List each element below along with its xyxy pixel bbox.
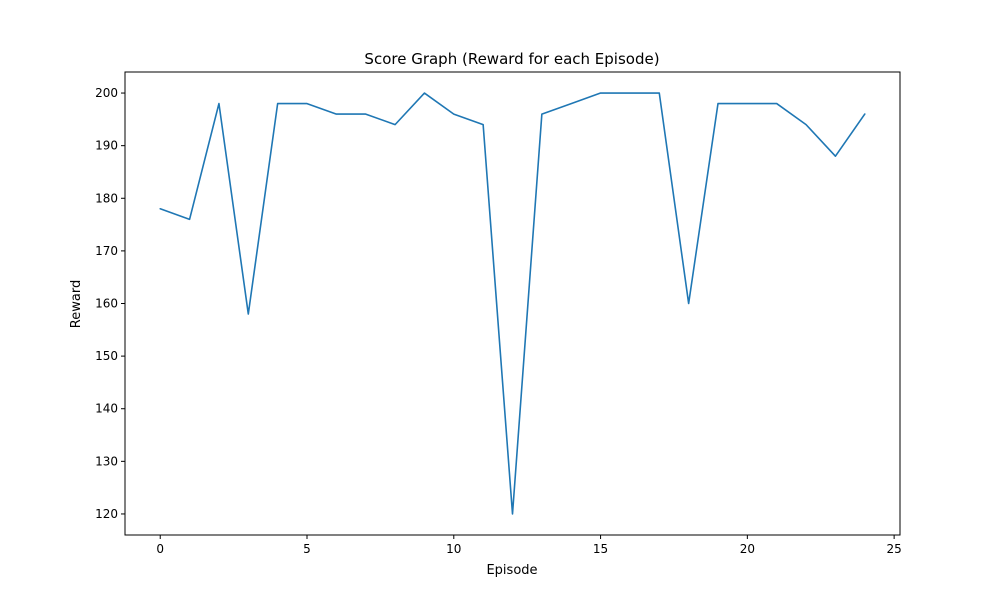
plot-frame — [124, 71, 901, 536]
x-tick-label: 20 — [740, 542, 755, 556]
y-tick-label: 190 — [95, 139, 118, 153]
x-tick-label: 0 — [156, 542, 164, 556]
series-line — [159, 92, 866, 515]
x-tick-label: 5 — [303, 542, 311, 556]
tick-group: 0 5 10 15 20 25 120 130 140 150 160 170 180 190 200 — [95, 86, 902, 556]
y-tick-label: 140 — [95, 402, 118, 416]
y-tick-label: 150 — [95, 349, 118, 363]
y-tick-label: 170 — [95, 244, 118, 258]
chart-title: Score Graph (Reward for each Episode) — [364, 50, 659, 68]
x-axis-label: Episode — [486, 563, 537, 578]
y-tick-label: 130 — [95, 454, 118, 468]
y-axis-label: Reward — [69, 280, 84, 328]
x-tick-label: 15 — [593, 542, 608, 556]
x-tick-label: 10 — [446, 542, 461, 556]
series-group — [159, 92, 866, 515]
x-tick-label: 25 — [886, 542, 901, 556]
y-tick-label: 120 — [95, 507, 118, 521]
y-tick-label: 160 — [95, 297, 118, 311]
y-tick-label: 200 — [95, 86, 118, 100]
y-tick-label: 180 — [95, 191, 118, 205]
